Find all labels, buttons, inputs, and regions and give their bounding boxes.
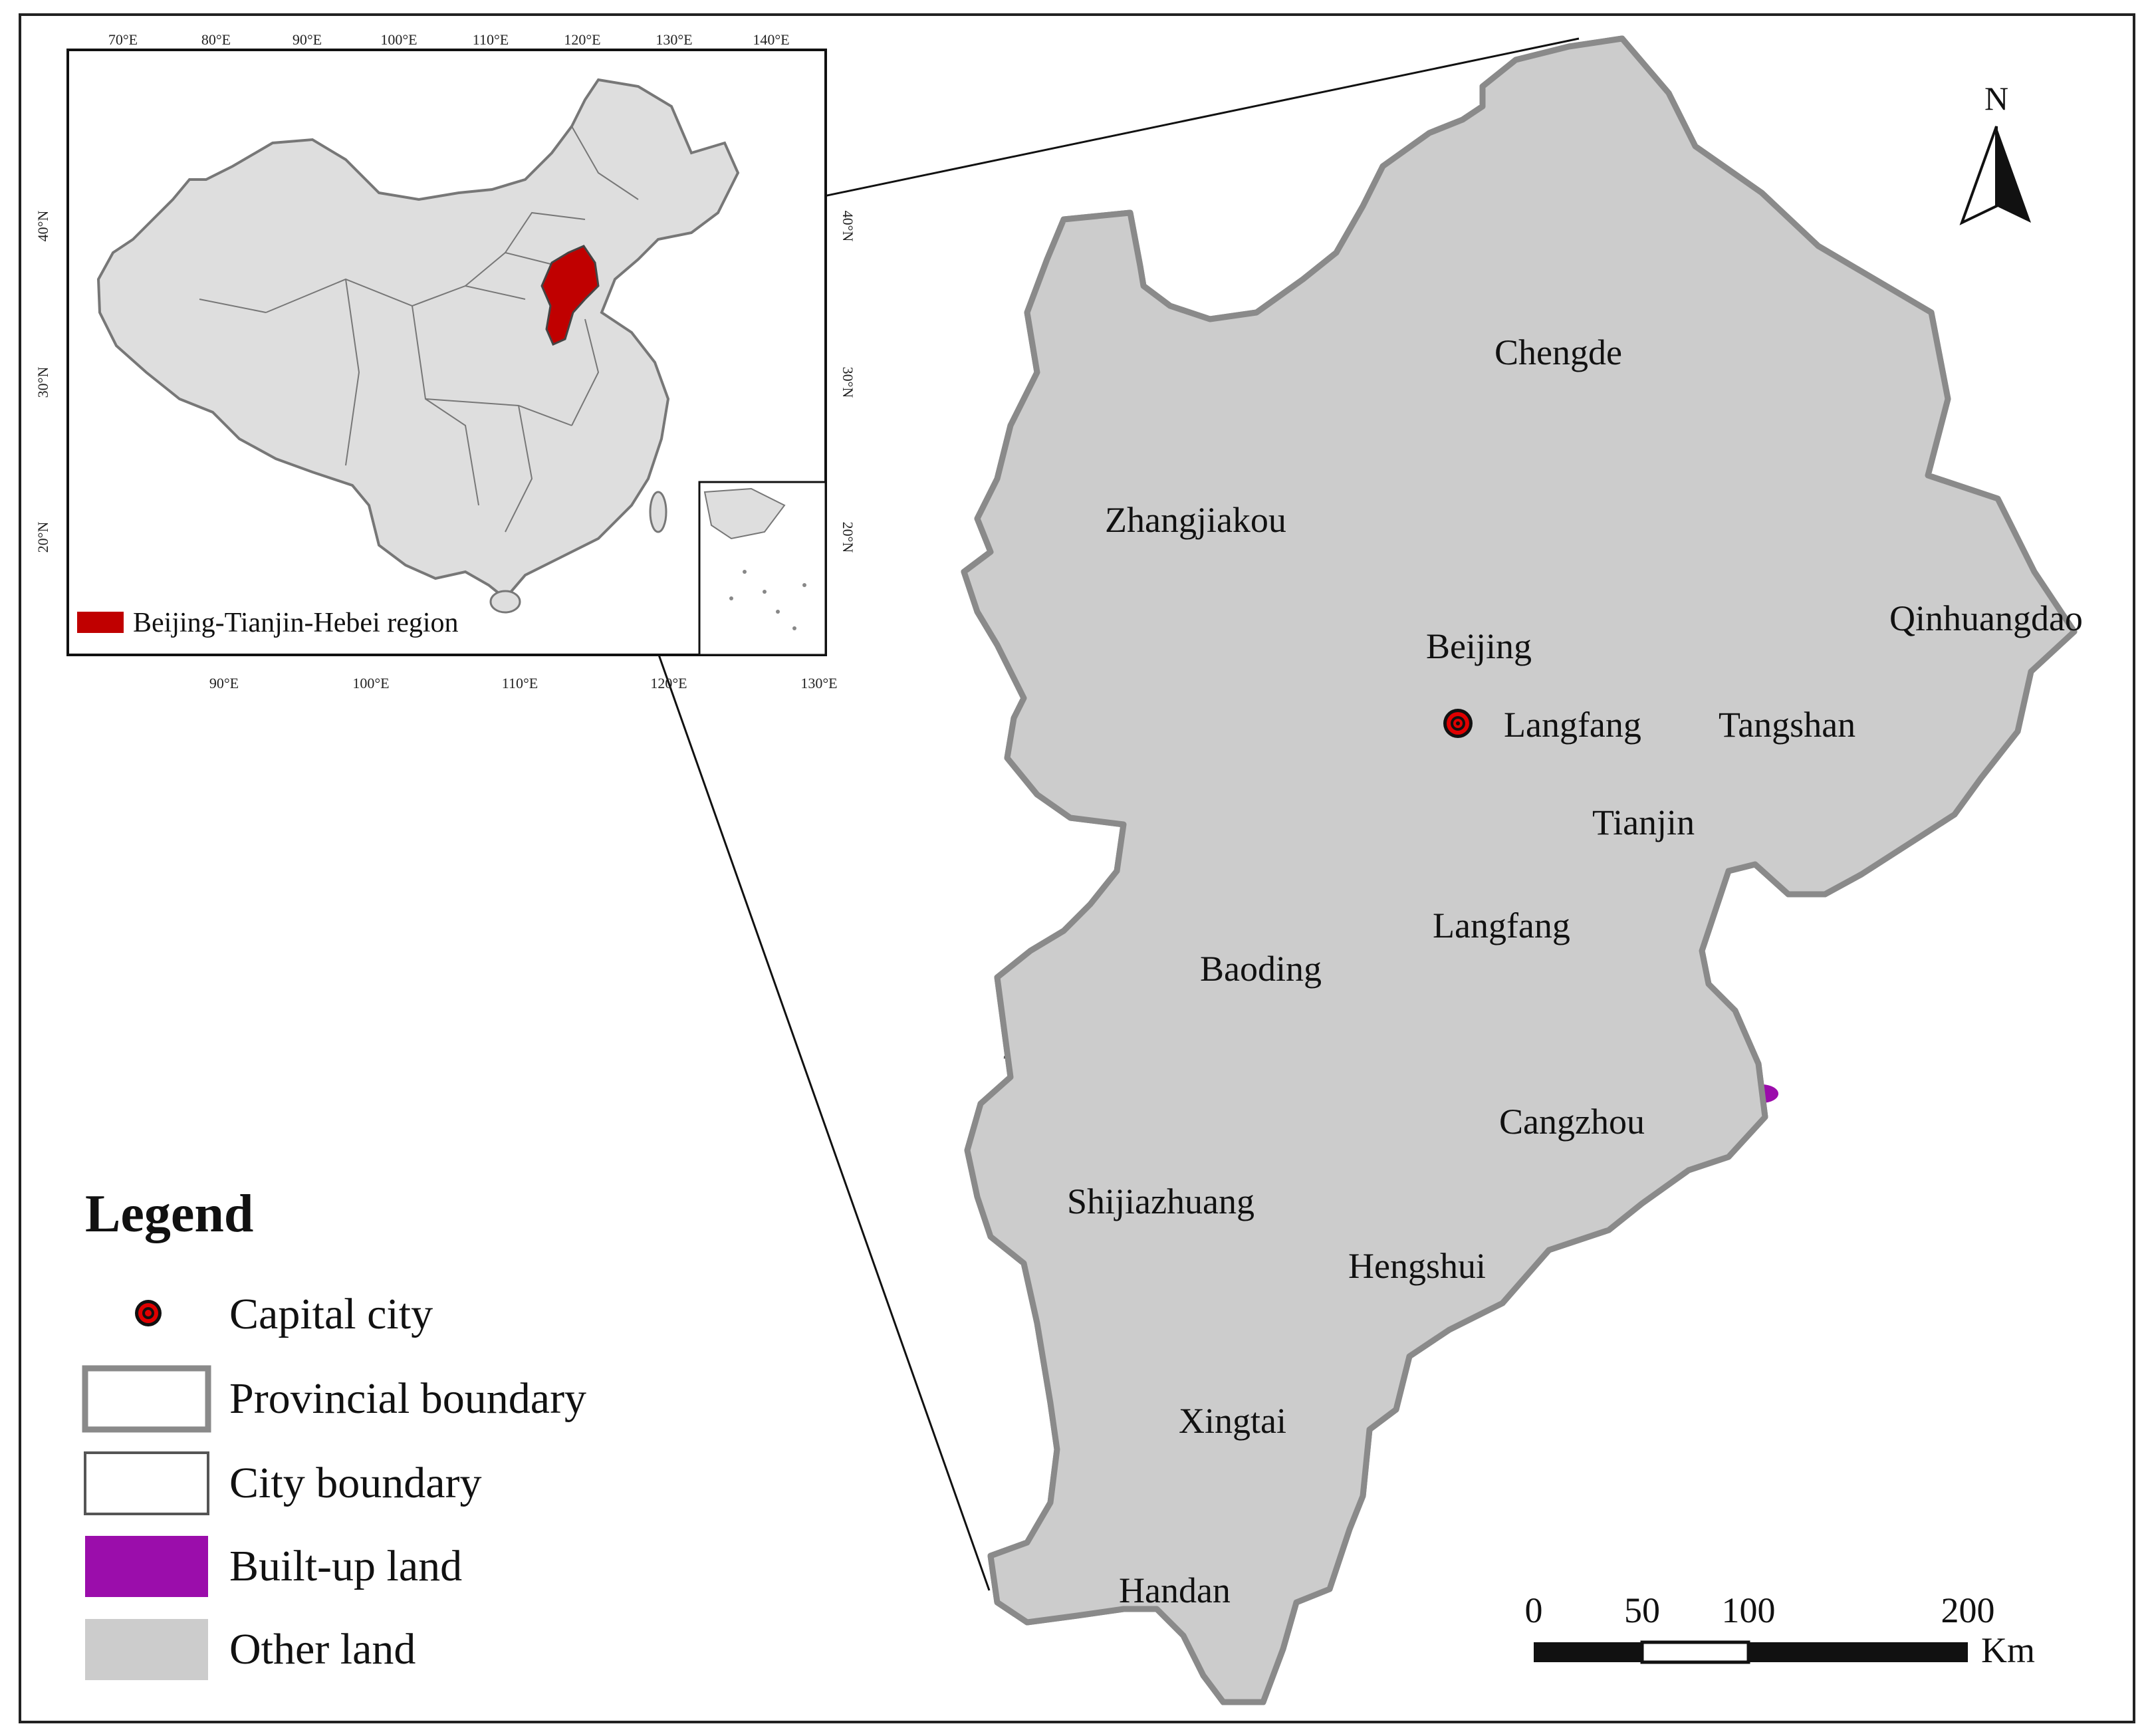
lat-tick-right: 40°N xyxy=(840,211,856,242)
city-label-chengde: Chengde xyxy=(1494,332,1622,372)
city-label-handan: Handan xyxy=(1119,1570,1231,1610)
lon-tick-top: 70°E xyxy=(108,31,138,48)
legend-label-other-land: Other land xyxy=(229,1625,416,1674)
scale-unit: Km xyxy=(1981,1630,2035,1670)
inset-legend-swatch xyxy=(77,612,124,633)
scale-segment-2 xyxy=(1640,1640,1750,1664)
lon-tick-bottom: 90°E xyxy=(209,675,239,691)
legend-label-city-boundary: City boundary xyxy=(229,1459,481,1507)
scale-tick-label: 0 xyxy=(1525,1590,1543,1630)
legend-label-capital-city: Capital city xyxy=(229,1290,433,1338)
lon-tick-top: 80°E xyxy=(201,31,231,48)
lon-tick-top: 140°E xyxy=(753,31,789,48)
lat-tick-right: 20°N xyxy=(840,522,856,553)
jjj-region-highlight xyxy=(540,245,600,346)
city-label-langfang-north: Langfang xyxy=(1504,705,1641,745)
legend-title: Legend xyxy=(85,1185,253,1243)
lon-tick-top: 120°E xyxy=(564,31,600,48)
lon-tick-bottom: 100°E xyxy=(352,675,389,691)
lon-tick-top: 100°E xyxy=(380,31,417,48)
city-label-shijiazhuang: Shijiazhuang xyxy=(1067,1181,1254,1221)
scale-tick-label: 50 xyxy=(1624,1590,1660,1630)
lon-tick-bottom: 110°E xyxy=(502,675,538,691)
lat-tick-right: 30°N xyxy=(840,367,856,398)
south-china-sea-islands xyxy=(729,570,806,630)
lat-tick-left: 30°N xyxy=(35,367,51,398)
city-label-langfang-south: Langfang xyxy=(1433,906,1570,945)
legend: Legend Capital city Provincial boundary … xyxy=(82,1185,586,1680)
legend-swatch-provincial-boundary xyxy=(82,1365,211,1433)
city-label-qinhuangdao: Qinhuangdao xyxy=(1889,598,2083,638)
city-label-hengshui: Hengshui xyxy=(1348,1246,1486,1286)
legend-label-provincial-boundary: Provincial boundary xyxy=(229,1374,586,1423)
lon-tick-top: 130°E xyxy=(656,31,692,48)
lat-tick-left: 40°N xyxy=(35,211,51,242)
north-arrow-right-half xyxy=(1996,126,2031,223)
scale-segment-1 xyxy=(1534,1642,1642,1662)
lon-tick-top: 90°E xyxy=(293,31,322,48)
city-label-beijing: Beijing xyxy=(1426,626,1532,666)
outer-frame xyxy=(19,13,2135,1723)
china-mainland-shape xyxy=(96,78,740,600)
legend-swatch-built-up-land xyxy=(85,1536,208,1597)
inset-legend-label: Beijing-Tianjin-Hebei region xyxy=(133,608,459,638)
legend-label-built-up-land: Built-up land xyxy=(229,1542,462,1590)
scale-segment-3 xyxy=(1748,1642,1968,1662)
hainan-island xyxy=(489,590,521,614)
city-label-cangzhou: Cangzhou xyxy=(1499,1102,1645,1142)
lon-tick-bottom: 120°E xyxy=(650,675,687,691)
inset-map: Beijing-Tianjin-Hebei region 70°E 80°E 9… xyxy=(35,31,856,691)
city-label-zhangjiakou: Zhangjiakou xyxy=(1105,500,1286,540)
provincial-boundary xyxy=(964,39,2074,1702)
north-arrow-label: N xyxy=(1984,80,2008,117)
scale-bar: 0 50 100 200 Km xyxy=(1525,1590,2036,1670)
north-arrow-left-half xyxy=(1959,126,1998,225)
lon-tick-bottom: 130°E xyxy=(800,675,837,691)
north-arrow: N xyxy=(1959,80,2031,225)
capital-city-marker xyxy=(1443,709,1473,738)
scale-tick-label: 100 xyxy=(1722,1590,1776,1630)
scale-tick-label: 200 xyxy=(1941,1590,1995,1630)
legend-capital-symbol xyxy=(135,1300,162,1326)
lat-tick-left: 20°N xyxy=(35,522,51,553)
city-label-baoding: Baoding xyxy=(1200,949,1322,989)
taiwan-island xyxy=(649,491,667,533)
legend-swatch-city-boundary xyxy=(84,1451,209,1515)
city-label-xingtai: Xingtai xyxy=(1179,1401,1286,1441)
main-map: Chengde Zhangjiakou Beijing Langfang Tan… xyxy=(961,35,2083,1705)
city-label-tangshan: Tangshan xyxy=(1719,705,1855,745)
city-label-tianjin: Tianjin xyxy=(1592,803,1695,842)
legend-swatch-other-land xyxy=(85,1619,208,1680)
inset-province-lines xyxy=(199,126,639,533)
lon-tick-top: 110°E xyxy=(473,31,509,48)
south-china-sea-coast xyxy=(703,487,786,540)
